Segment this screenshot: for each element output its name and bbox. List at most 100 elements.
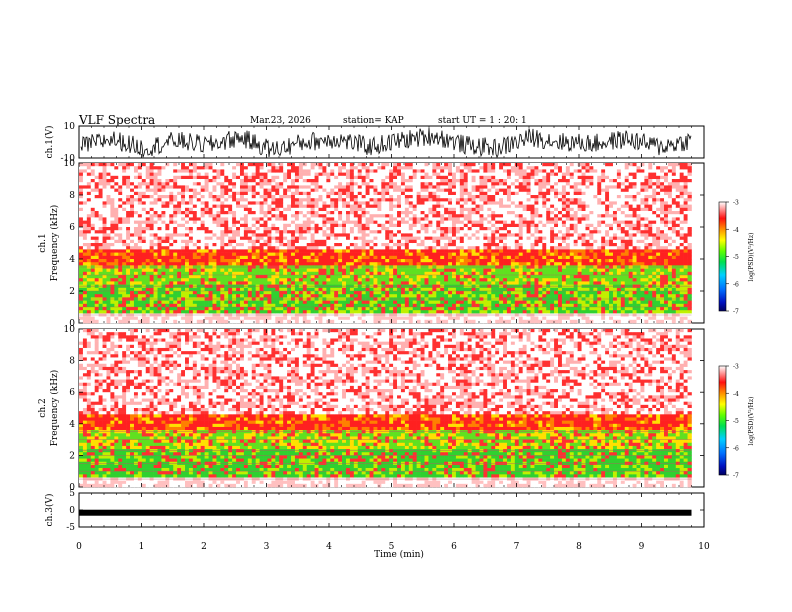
spectrogram-cell: [106, 211, 111, 215]
spectrogram-cell: [165, 163, 170, 167]
spectrogram-cell: [393, 268, 398, 273]
spectrogram-cell: [369, 271, 374, 276]
spectrogram-cell: [149, 169, 154, 173]
spectrogram-cell: [338, 239, 343, 244]
spectrogram-cell: [365, 268, 370, 273]
spectrogram-cell: [420, 310, 425, 314]
spectrogram-cell: [149, 175, 154, 180]
spectrogram-cell: [467, 259, 472, 263]
spectrogram-cell: [314, 201, 319, 205]
spectrogram-cell: [326, 207, 331, 212]
spectrogram-cell: [157, 271, 162, 276]
spectrogram-cell: [271, 294, 276, 298]
spectrogram-cell: [306, 294, 311, 298]
spectrogram-cell: [145, 172, 150, 177]
spectrogram-cell: [326, 246, 331, 250]
spectrogram-cell: [318, 166, 323, 170]
spectrogram-cell: [448, 214, 453, 218]
spectrogram-cell: [177, 239, 182, 244]
spectrogram-cell: [353, 271, 359, 276]
figure-title: VLF Spectra: [79, 113, 156, 127]
spectrogram-cell: [98, 172, 103, 177]
spectrogram-cell: [196, 239, 202, 244]
spectrogram-cell: [424, 175, 429, 180]
spectrogram-cell: [455, 207, 461, 212]
spectrogram-cell: [239, 198, 245, 202]
spectrogram-cell: [177, 223, 182, 228]
spectrogram-cell: [224, 239, 229, 244]
spectrogram-cell: [369, 252, 374, 257]
spectrogram-cell: [208, 316, 213, 321]
spectrogram-cell: [298, 236, 304, 241]
spectrogram-cell: [408, 259, 414, 263]
spectrogram-cell: [126, 307, 131, 311]
spectrogram-cell: [349, 223, 355, 228]
spectrogram-cell: [369, 236, 374, 241]
spectrogram-cell: [185, 166, 190, 170]
spectrogram-cell: [385, 227, 390, 231]
spectrogram-cell: [412, 252, 417, 257]
spectrogram-cell: [448, 179, 453, 183]
spectrogram-cell: [90, 166, 96, 170]
spectrogram-cell: [436, 217, 441, 221]
spectrogram-cell: [357, 223, 362, 228]
spectrogram-cell: [377, 300, 382, 305]
spectrogram-cell: [243, 179, 249, 183]
spectrogram-cell: [467, 211, 472, 215]
spectrogram-cell: [369, 233, 374, 237]
spectrogram-cell: [287, 287, 292, 292]
spectrogram-cell: [181, 316, 186, 321]
spectrogram-cell: [397, 191, 402, 196]
spectrogram-cell: [448, 249, 453, 253]
spectrogram-cell: [381, 169, 386, 173]
spectrogram-cell: [271, 319, 276, 324]
spectrogram-cell: [145, 271, 150, 276]
spectrogram-cell: [322, 169, 327, 173]
spectrogram-cell: [428, 172, 433, 177]
spectrogram-cell: [79, 175, 84, 180]
spectrogram-cell: [424, 303, 429, 308]
spectrogram-cell: [130, 319, 135, 324]
spectrogram-cell: [436, 291, 441, 295]
spectrogram-cell: [126, 179, 131, 183]
spectrogram-cell: [228, 275, 233, 279]
spectrogram-cell: [436, 191, 441, 196]
spectrogram-cell: [440, 163, 445, 167]
spectrogram-cell: [342, 300, 347, 305]
spectrogram-cell: [208, 172, 213, 177]
spectrogram-cell: [283, 179, 288, 183]
spectrogram-cell: [90, 259, 96, 263]
spectrogram-cell: [173, 239, 178, 244]
spectrogram-cell: [228, 319, 233, 324]
spectrogram-cell: [420, 259, 425, 263]
spectrogram-cell: [224, 303, 229, 308]
spectrogram-cell: [330, 307, 335, 311]
spectrogram-cell: [212, 163, 217, 167]
spectrogram-cell: [353, 252, 359, 257]
spectrogram-cell: [267, 179, 272, 183]
spectrogram-cell: [247, 278, 253, 282]
spectrogram-cell: [192, 310, 198, 314]
spectrogram-cell: [216, 271, 221, 276]
spectrogram-cell: [102, 188, 107, 193]
spectrogram-cell: [393, 195, 398, 199]
spectrogram-cell: [259, 163, 264, 167]
spectrogram-cell: [204, 303, 209, 308]
spectrogram-cell: [381, 271, 386, 276]
spectrogram-cell: [118, 291, 123, 295]
spectrogram-cell: [145, 230, 150, 234]
spectrogram-cell: [192, 188, 198, 193]
spectrogram-cell: [291, 182, 296, 186]
spectrogram-cell: [310, 179, 315, 183]
spectrogram-cell: [82, 275, 88, 279]
spectrogram-cell: [188, 166, 194, 170]
spectrogram-cell: [216, 255, 221, 260]
spectrogram-cell: [302, 262, 308, 266]
spectrogram-cell: [236, 179, 241, 183]
spectrogram-cell: [400, 227, 406, 231]
spectrogram-cell: [416, 303, 421, 308]
spectrogram-cell: [86, 319, 92, 324]
spectrogram-cell: [291, 220, 296, 225]
spectrogram-cell: [149, 185, 154, 189]
spectrogram-cell: [188, 303, 194, 308]
